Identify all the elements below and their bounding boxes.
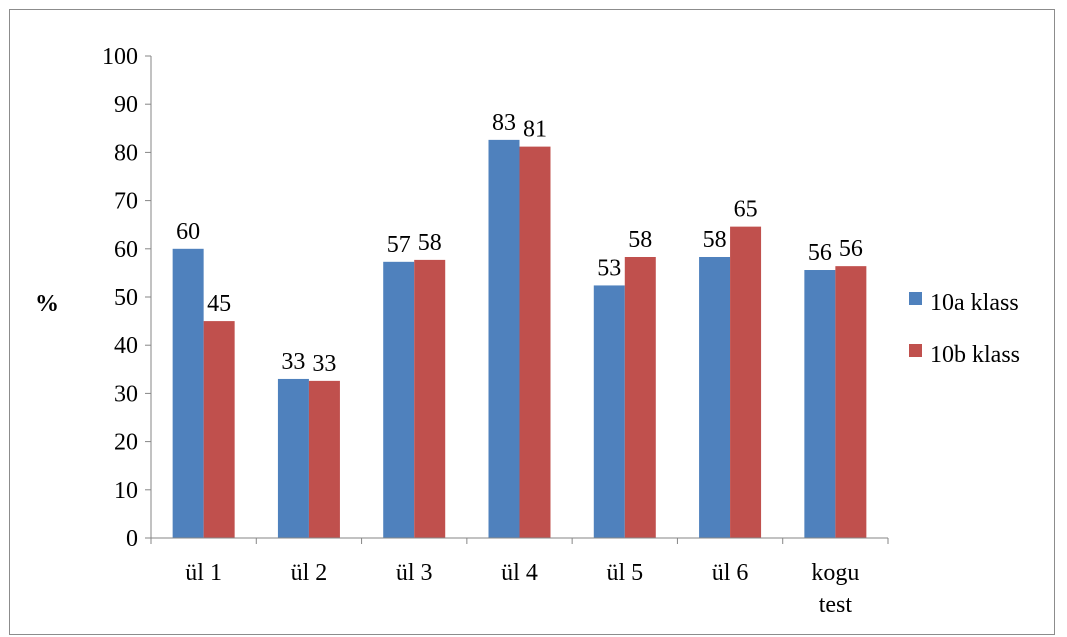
data-label: 60	[176, 219, 200, 245]
data-label: 33	[281, 349, 305, 375]
data-label: 56	[808, 240, 832, 266]
data-label: 81	[523, 117, 547, 143]
x-tick-label-line: kogu	[811, 560, 859, 586]
x-tick-label-line: ül 6	[712, 560, 749, 586]
legend-label: 10b klass	[930, 342, 1020, 368]
data-label: 45	[207, 291, 231, 317]
y-tick-label: 50	[114, 285, 138, 311]
bars	[172, 139, 867, 539]
x-axis-ticks: ül 1 ül 2 ül 3 ül 4 ül 5 ül 6 kogu test	[150, 538, 889, 618]
bar	[519, 146, 551, 538]
y-tick-label: 0	[126, 526, 138, 552]
x-tick-label: ül 2	[291, 560, 328, 586]
y-tick-label: 30	[114, 381, 138, 407]
data-label: 57	[387, 232, 411, 258]
legend-swatch	[909, 344, 922, 357]
data-label: 33	[312, 351, 336, 377]
data-label: 58	[418, 230, 442, 256]
x-tick-label-line: ül 4	[501, 560, 538, 586]
x-tick-label: ül 6	[712, 560, 749, 586]
y-tick-label: 80	[114, 140, 138, 166]
data-label: 65	[734, 197, 758, 223]
bar	[414, 259, 446, 538]
data-label: 83	[492, 110, 516, 136]
x-tick-label-line: ül 1	[185, 560, 222, 586]
legend: 10a klass 10b klass	[909, 290, 1020, 368]
bar	[804, 270, 836, 538]
data-labels: 60 33 57 83 53 58 56 45 33 58 81 58 65 56	[176, 110, 863, 377]
x-tick-label: ül 3	[396, 560, 433, 586]
y-axis-ticks: 0 10 20 30 40 50 60 70 80 90 100	[102, 44, 151, 552]
y-tick-label: 90	[114, 92, 138, 118]
x-tick-label-line: test	[819, 592, 853, 618]
bar	[172, 248, 204, 539]
y-tick-label: 20	[114, 430, 138, 456]
bar	[624, 256, 656, 538]
y-tick-label: 60	[114, 237, 138, 263]
bar	[835, 266, 867, 538]
x-tick-label-line: ül 3	[396, 560, 433, 586]
y-tick-label: 100	[102, 44, 138, 70]
data-label: 56	[839, 236, 863, 262]
y-tick-label: 70	[114, 189, 138, 215]
legend-label: 10a klass	[930, 290, 1019, 316]
bar	[383, 261, 415, 538]
bar	[593, 285, 625, 538]
x-tick-label: ül 1	[185, 560, 222, 586]
bar	[730, 226, 762, 539]
x-tick-label: ül 4	[501, 560, 538, 586]
y-tick-label: 40	[114, 333, 138, 359]
x-tick-label: kogu test	[811, 560, 859, 618]
data-label: 58	[628, 227, 652, 253]
data-label: 58	[703, 227, 727, 253]
y-axis-label: %	[35, 291, 59, 317]
bar	[203, 321, 235, 538]
x-tick-label-line: ül 2	[291, 560, 328, 586]
data-label: 53	[597, 255, 621, 281]
y-tick-label: 10	[114, 478, 138, 504]
bar	[488, 139, 520, 539]
x-tick-label: ül 5	[606, 560, 643, 586]
bar	[308, 380, 340, 538]
legend-swatch	[909, 292, 922, 305]
x-tick-label-line: ül 5	[606, 560, 643, 586]
bar	[699, 256, 731, 538]
bar	[277, 378, 309, 538]
